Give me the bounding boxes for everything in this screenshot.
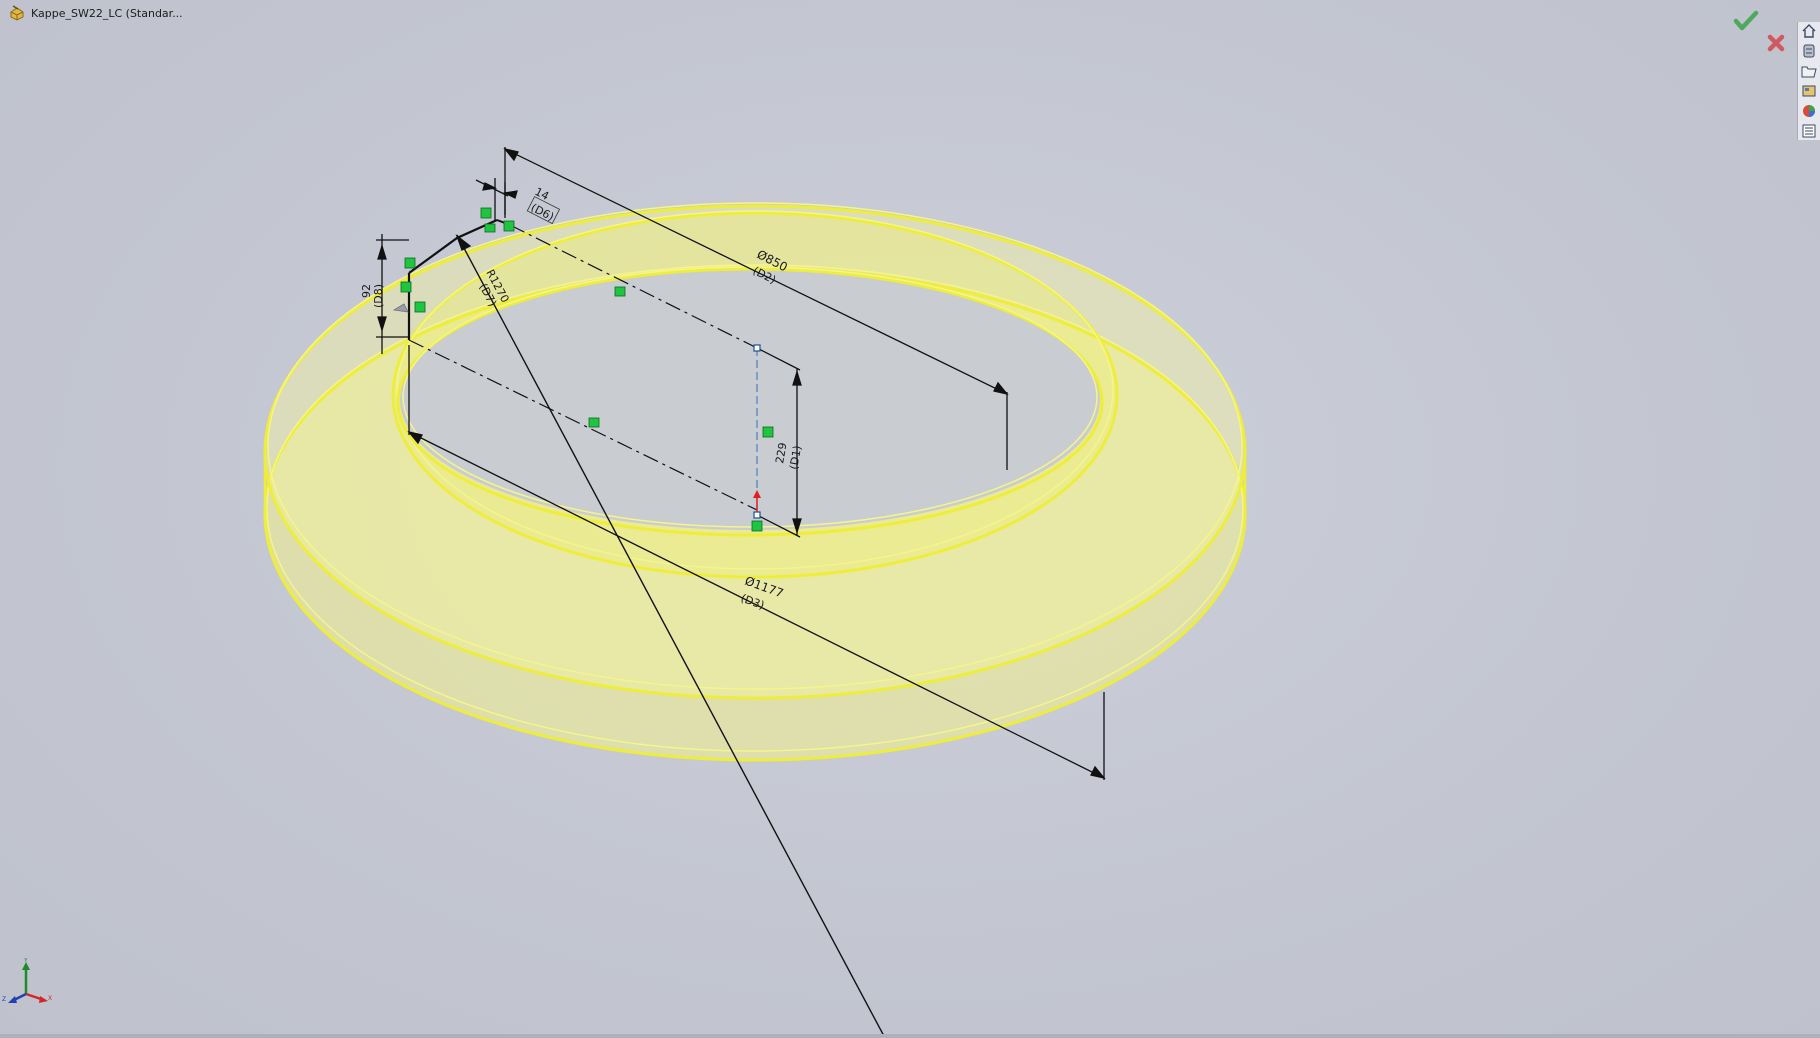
part-icon: [8, 4, 26, 22]
document-title: Kappe_SW22_LC (Standar...: [31, 6, 183, 20]
dim-d1-name: (D1): [787, 445, 804, 471]
custom-properties-icon[interactable]: [1799, 122, 1819, 140]
design-library-icon[interactable]: [1799, 42, 1819, 60]
dim-d1[interactable]: 229 (D1): [773, 442, 804, 471]
triad-x-label: X: [48, 995, 52, 1002]
appearances-icon[interactable]: [1799, 102, 1819, 120]
dim-d8-value: 92: [360, 284, 373, 298]
triad-z-label: Z: [2, 996, 6, 1003]
reference-triad[interactable]: Y X Z: [2, 957, 54, 1004]
dim-d8[interactable]: 92 (D8): [360, 284, 385, 308]
feature-tree-root[interactable]: Kappe_SW22_LC (Standar...: [8, 3, 183, 23]
sketch-profile[interactable]: [407, 218, 886, 1038]
status-bar-edge: [0, 1034, 1820, 1038]
home-icon[interactable]: [1799, 22, 1819, 40]
task-pane-tabs: [1797, 22, 1820, 140]
cursor-icon: [392, 303, 409, 313]
close-icon[interactable]: [1767, 34, 1785, 52]
checkmark-icon[interactable]: [1733, 10, 1759, 31]
dim-d6[interactable]: 14 (D6): [526, 185, 561, 225]
dim-d8-name: (D8): [372, 284, 385, 308]
sketch-relations[interactable]: [400, 207, 774, 532]
sketch-points[interactable]: [753, 344, 761, 519]
dim-d6-name: (D6): [529, 201, 556, 224]
view-palette-icon[interactable]: [1799, 82, 1819, 100]
revolved-part[interactable]: [263, 202, 1247, 762]
dimension-lines: [376, 147, 1106, 780]
confirmation-corner: [1730, 6, 1790, 60]
triad-y-label: Y: [23, 958, 28, 964]
dim-d6-value: 14: [533, 185, 551, 203]
dim-d1-value: 229: [773, 442, 789, 465]
file-explorer-icon[interactable]: [1799, 62, 1819, 80]
